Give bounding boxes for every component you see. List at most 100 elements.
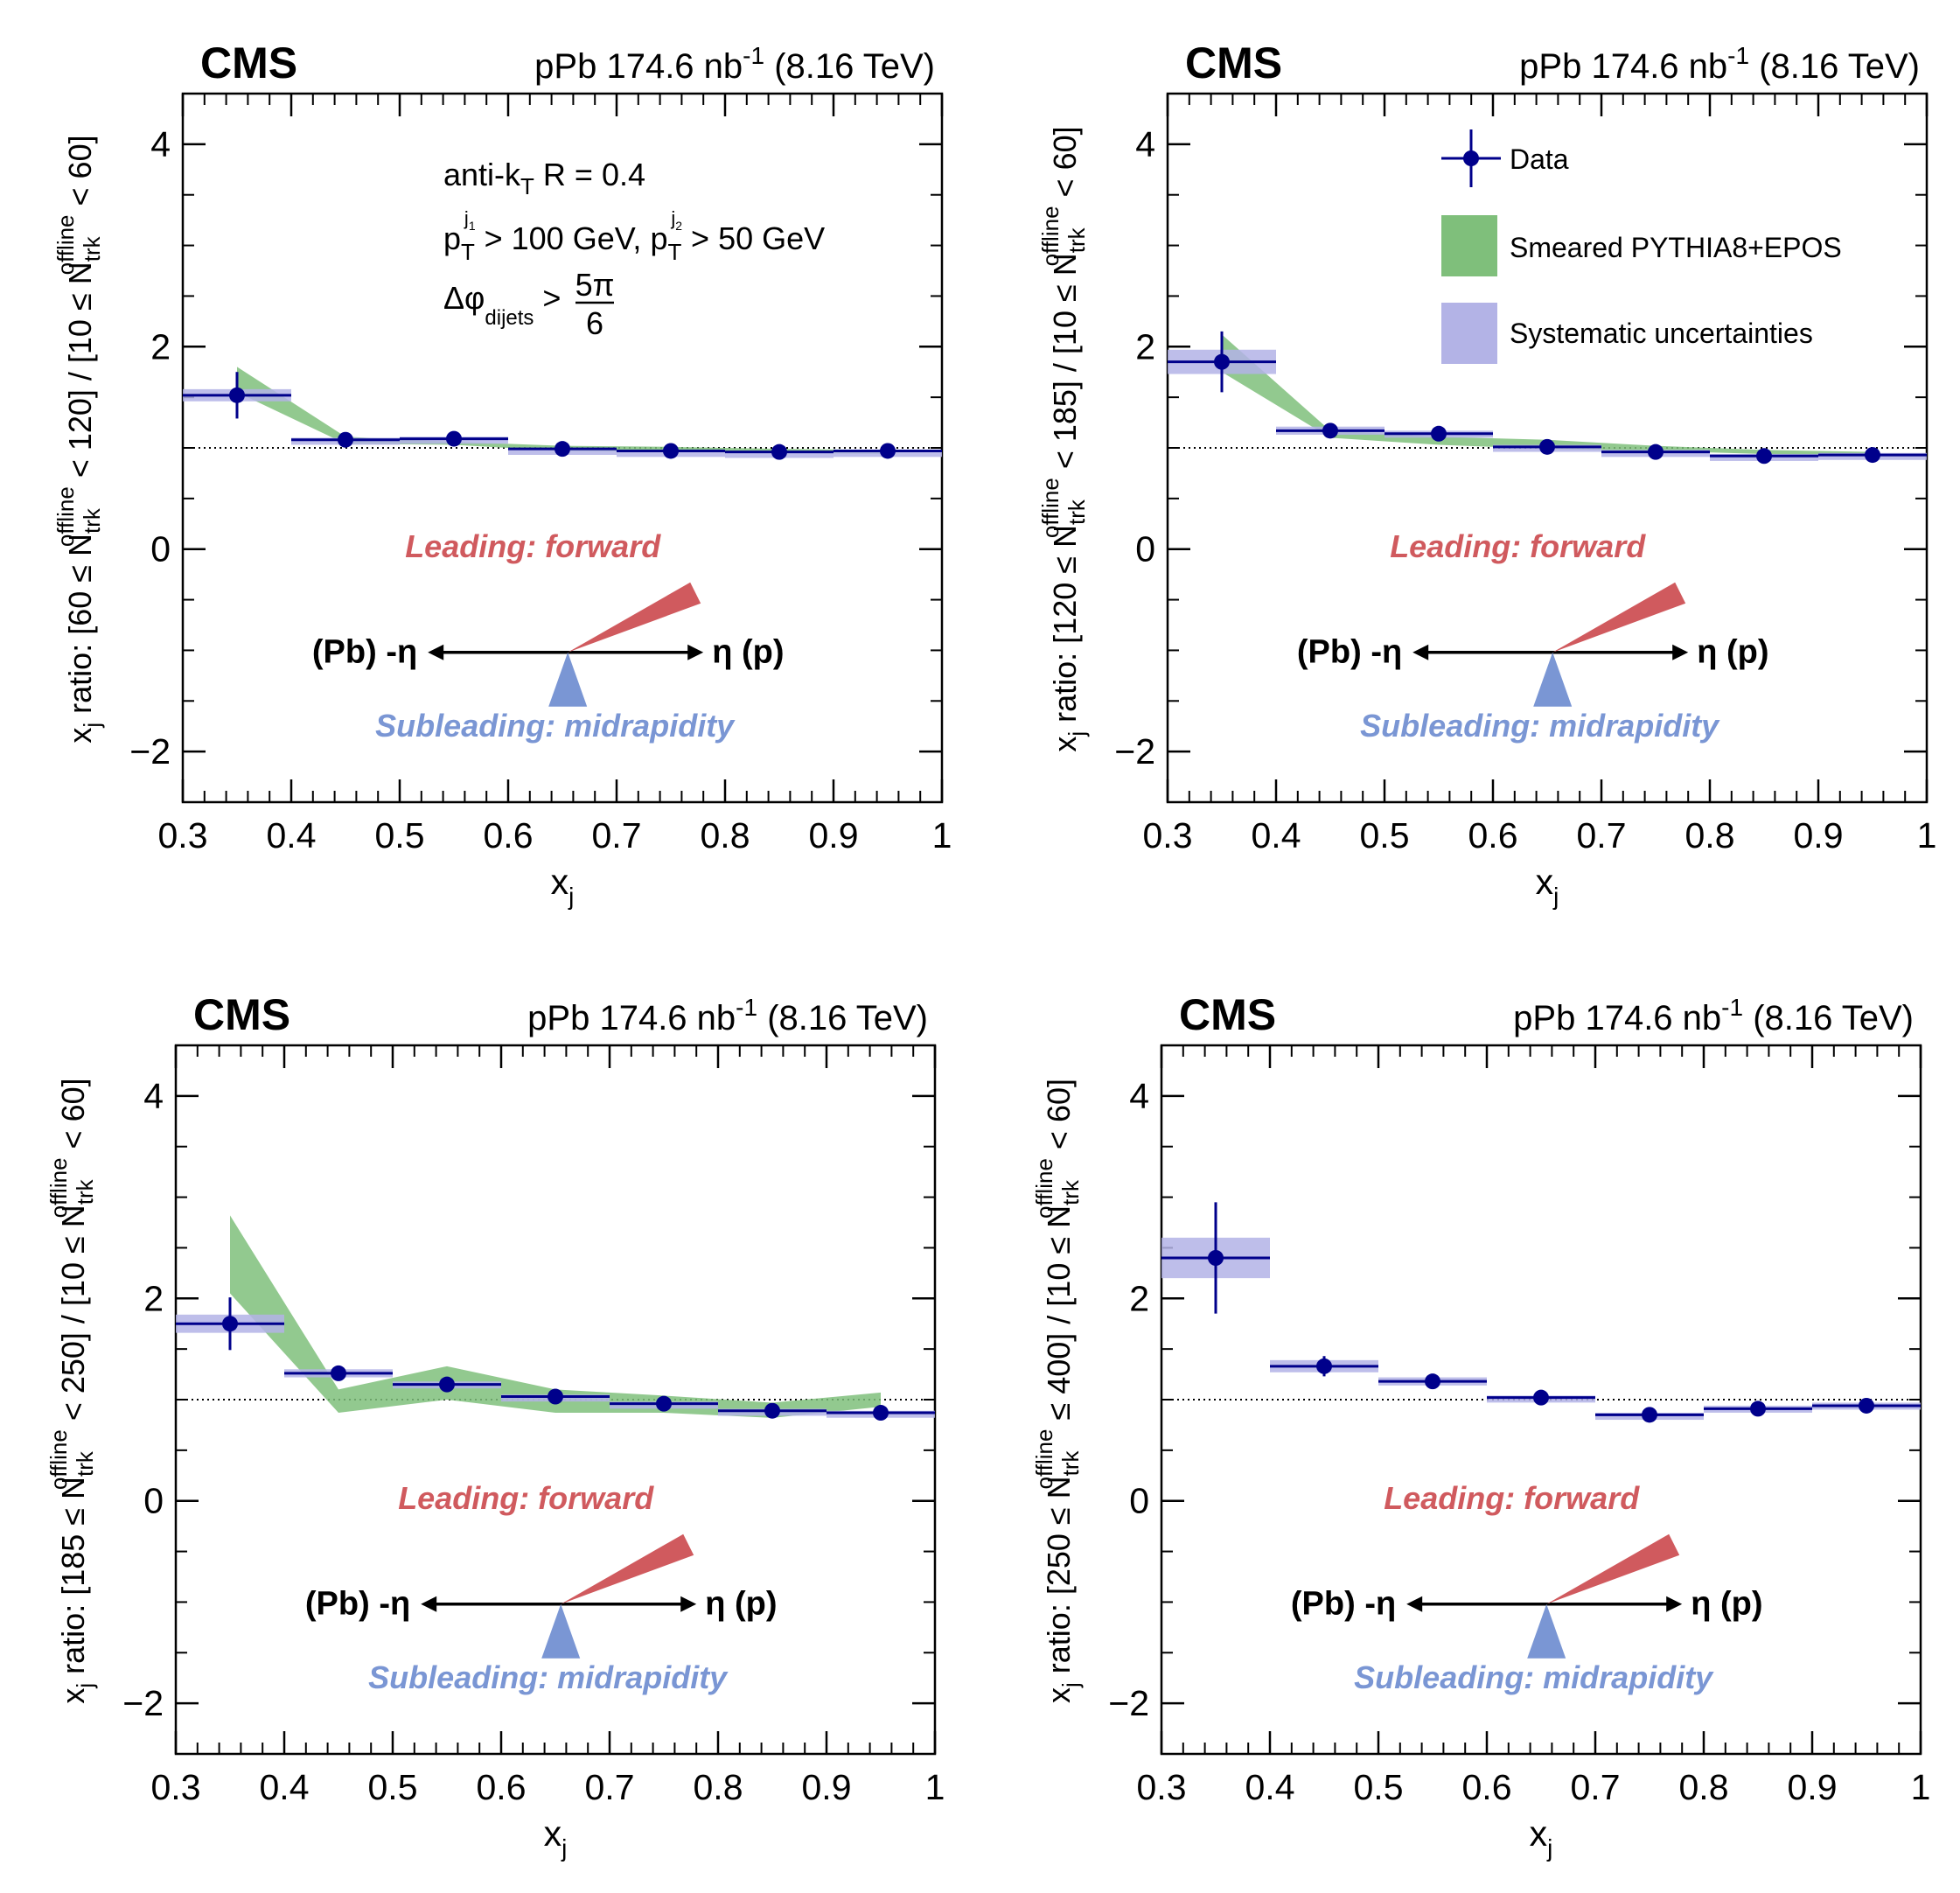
data-point (1859, 1397, 1874, 1414)
x-axis-title: xj (1536, 862, 1559, 910)
pb-direction-label: (Pb) -η (1291, 1586, 1396, 1623)
y-axis-title: xj ratio: [250 ≤ Ntrkoffline ≤ 400] / [1… (1031, 1079, 1084, 1703)
subleading-label: Subleading: midrapidity (375, 708, 736, 744)
x-tick-label: 0.6 (1462, 1767, 1512, 1807)
data-point (548, 1388, 563, 1405)
leading-label: Leading: forward (398, 1480, 654, 1516)
arrow-right-icon (1672, 644, 1689, 660)
x-tick-label: 0.9 (802, 1767, 852, 1807)
dphi-denominator: 6 (586, 305, 603, 341)
selection-annotations: anti-kT R = 0.4 pTj1 > 100 GeV, pTj2 > 50… (443, 157, 825, 341)
arrow-left-icon (1412, 644, 1429, 660)
legend: Data Smeared PYTHIA8+EPOS Systematic uncer… (1441, 129, 1842, 364)
y-tick-label: −2 (129, 731, 171, 772)
data-point (1533, 1389, 1549, 1406)
x-tick-label: 0.7 (1571, 1767, 1621, 1807)
p-direction-label: η (p) (1691, 1586, 1762, 1623)
data-point (764, 1402, 780, 1419)
x-tick-label: 0.5 (1360, 815, 1410, 856)
data-point (555, 441, 570, 458)
y-tick-label: 4 (150, 124, 171, 164)
x-axis-title: xj (551, 862, 575, 910)
x-tick-label: 0.4 (1252, 815, 1301, 856)
legend-syst-swatch (1441, 303, 1497, 364)
p-direction-label: η (p) (1697, 634, 1768, 671)
lumi-label: pPb 174.6 nb-1 (8.16 TeV) (534, 42, 935, 86)
y-tick-label: 0 (1129, 1481, 1149, 1521)
y-axis-title: xj ratio: [60 ≤ Ntrkoffline < 120] / [10… (52, 135, 105, 743)
data-point (1214, 353, 1230, 370)
data-point (656, 1395, 672, 1412)
x-tick-label: 0.5 (1354, 1767, 1404, 1807)
panel-3: 0.3 0.4 0.5 0.6 0.7 0.8 0.9 1 −2 0 2 4 xj xj ratio: [… (45, 990, 945, 1862)
legend-model-swatch (1441, 215, 1497, 276)
x-axis-title: xj (544, 1813, 568, 1862)
leading-label: Leading: forward (405, 528, 661, 564)
leading-jet-cone-icon (1552, 582, 1686, 653)
cms-label: CMS (193, 990, 290, 1039)
y-tick-label: 0 (143, 1481, 164, 1521)
data-point (446, 430, 462, 447)
data-point (1425, 1373, 1440, 1390)
x-axis-title: xj (1530, 1813, 1553, 1862)
data-point (873, 1405, 889, 1421)
data-point (331, 1365, 346, 1381)
x-tick-label: 0.3 (151, 1767, 201, 1807)
pb-direction-label: (Pb) -η (312, 634, 417, 671)
arrow-left-icon (1406, 1596, 1423, 1612)
y-tick-label: 4 (143, 1076, 164, 1116)
legend-data-label: Data (1510, 143, 1569, 175)
x-tick-label: 0.3 (158, 815, 208, 856)
data-point (1648, 444, 1664, 460)
data-point (1322, 423, 1338, 439)
leading-jet-cone-icon (568, 582, 701, 653)
data-point (1642, 1407, 1657, 1423)
leading-label: Leading: forward (1390, 528, 1646, 564)
jet-algorithm-label: anti-kT R = 0.4 (443, 157, 645, 199)
arrow-right-icon (687, 644, 704, 660)
model-band (230, 1215, 881, 1418)
legend-model-label: Smeared PYTHIA8+EPOS (1510, 232, 1842, 263)
x-tick-label: 0.5 (375, 815, 425, 856)
y-tick-label: 2 (1129, 1278, 1149, 1318)
p-direction-label: η (p) (705, 1586, 777, 1623)
leading-label: Leading: forward (1384, 1480, 1640, 1516)
data-point (663, 443, 679, 459)
subleading-jet-cone-icon (1527, 1603, 1566, 1659)
y-tick-label: 4 (1129, 1076, 1149, 1116)
x-tick-label: 0.9 (1794, 815, 1844, 856)
data-point (439, 1376, 455, 1393)
x-tick-label: 0.7 (585, 1767, 635, 1807)
data-point (880, 443, 896, 459)
y-tick-label: 2 (143, 1278, 164, 1318)
x-tick-label: 0.4 (260, 1767, 310, 1807)
data-point (1208, 1250, 1224, 1266)
subleading-label: Subleading: midrapidity (368, 1659, 729, 1695)
subleading-label: Subleading: midrapidity (1360, 708, 1720, 744)
subleading-jet-cone-icon (1533, 652, 1573, 707)
x-tick-label: 1 (1917, 815, 1937, 856)
lumi-label: pPb 174.6 nb-1 (8.16 TeV) (1519, 42, 1920, 86)
data-point (1756, 448, 1772, 465)
data-point (1316, 1358, 1332, 1374)
y-tick-label: −2 (122, 1683, 164, 1723)
pb-direction-label: (Pb) -η (305, 1586, 410, 1623)
x-tick-label: 0.3 (1137, 1767, 1187, 1807)
y-tick-label: −2 (1114, 731, 1155, 772)
data-point (1865, 447, 1880, 464)
x-tick-label: 0.5 (368, 1767, 418, 1807)
y-tick-label: 0 (150, 529, 171, 569)
y-axis-title: xj ratio: [185 ≤ Ntrkoffline < 250] / [1… (45, 1078, 98, 1703)
x-tick-label: 1 (932, 815, 952, 856)
y-tick-label: −2 (1108, 1683, 1149, 1723)
y-tick-label: 4 (1135, 124, 1155, 164)
y-tick-label: 2 (1135, 326, 1155, 367)
pb-direction-label: (Pb) -η (1297, 634, 1402, 671)
subleading-label: Subleading: midrapidity (1354, 1659, 1714, 1695)
lumi-label: pPb 174.6 nb-1 (8.16 TeV) (1513, 994, 1914, 1037)
x-tick-label: 0.6 (1468, 815, 1518, 856)
data-point (1750, 1401, 1766, 1417)
x-tick-label: 0.9 (1788, 1767, 1838, 1807)
data-point (338, 431, 353, 448)
